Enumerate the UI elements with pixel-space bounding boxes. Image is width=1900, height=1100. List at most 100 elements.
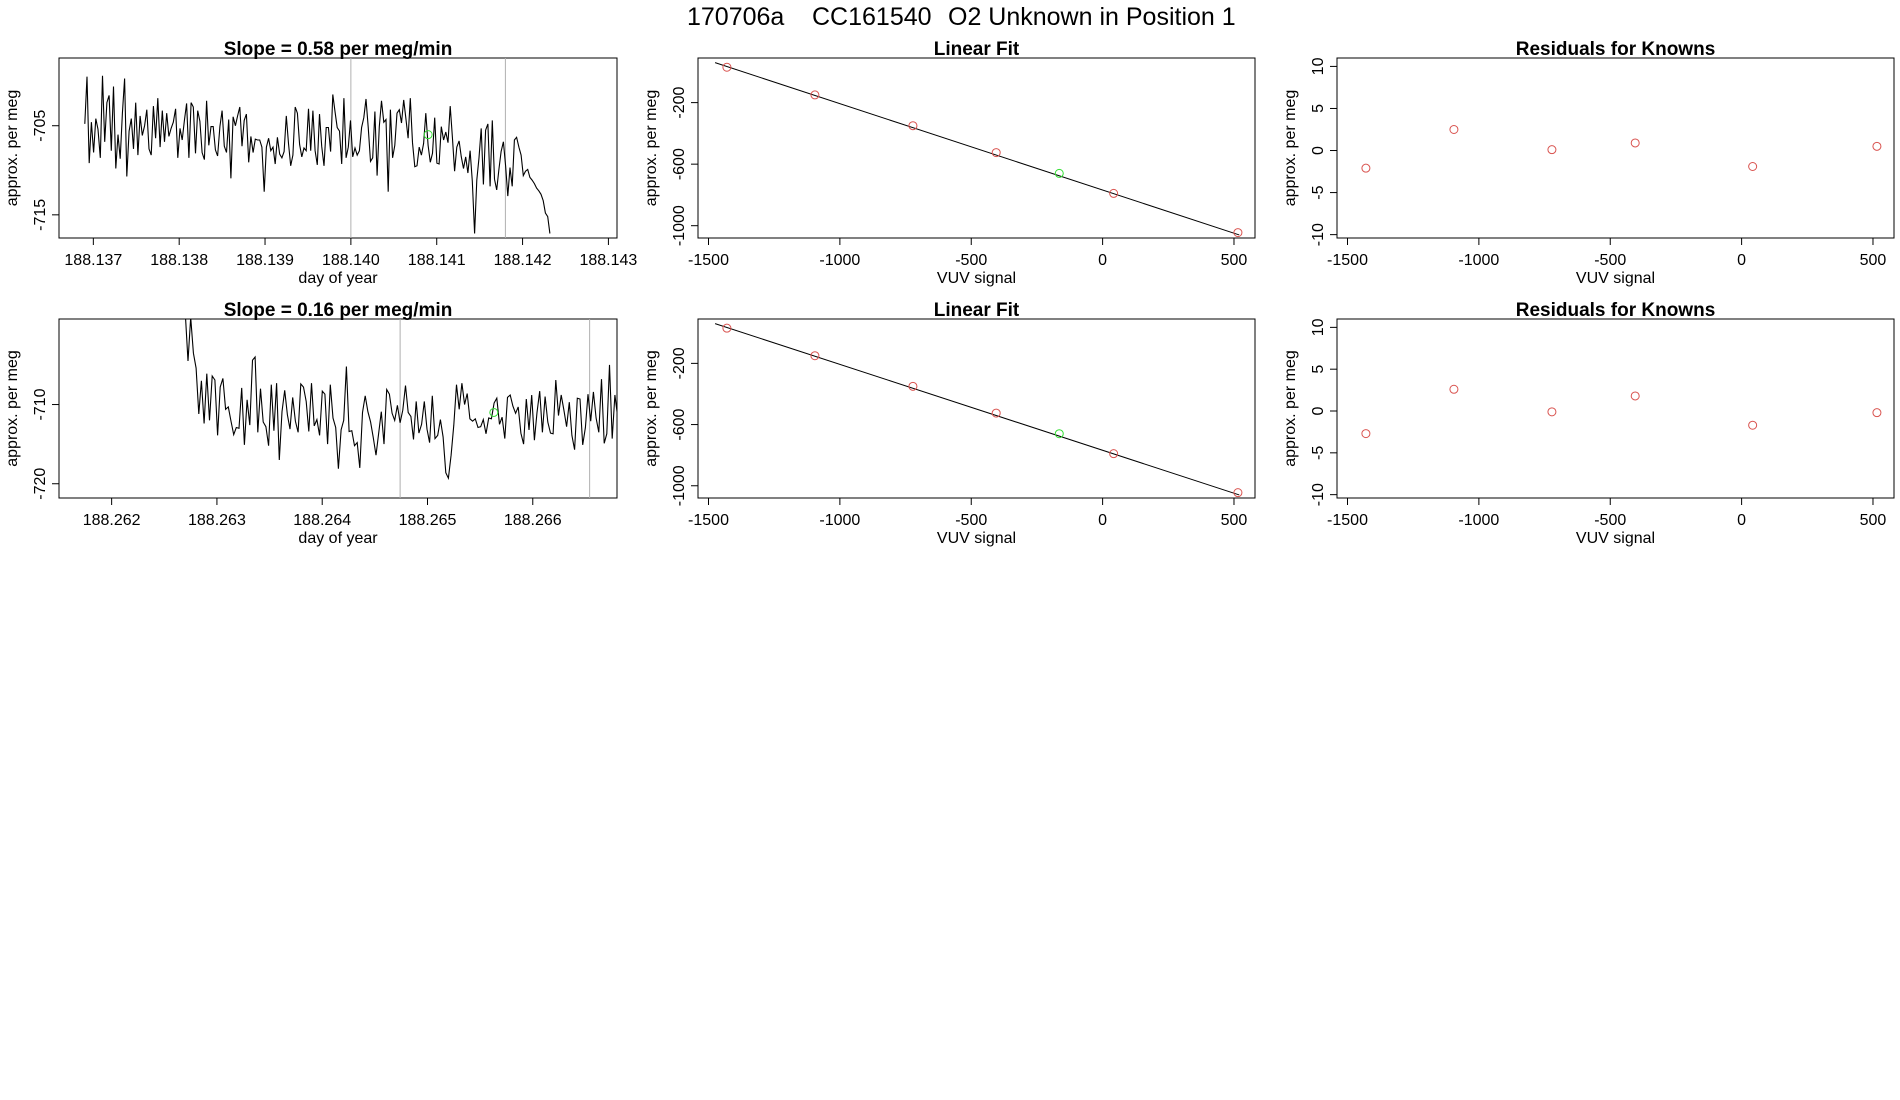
y-tick-label: -10 [1310, 483, 1327, 506]
y-tick-label: 5 [1310, 104, 1327, 113]
plot-frame [697, 57, 1256, 239]
x-tick-label: 188.263 [188, 512, 246, 529]
y-axis-label: approx. per meg [1282, 350, 1299, 467]
y-tick-label: -1000 [671, 465, 688, 506]
known-data-point [1630, 138, 1640, 148]
panel-title: Residuals for Knowns [1516, 300, 1716, 321]
main-title-run-id: 170706a [687, 3, 784, 31]
main-title-tank-id: CC161540 [812, 3, 932, 31]
panel-title: Linear Fit [934, 300, 1020, 321]
x-tick-label: 188.266 [504, 512, 562, 529]
y-tick-label: -200 [671, 87, 688, 119]
y-tick-label: -600 [671, 148, 688, 180]
unknown-marker-point [489, 407, 499, 417]
plot-marks [185, 319, 617, 498]
x-tick-label: -1000 [819, 512, 860, 529]
plot-frame [58, 318, 618, 499]
x-axis-label: VUV signal [1576, 270, 1655, 287]
y-axis-label: approx. per meg [643, 90, 660, 207]
plot-marks [714, 323, 1243, 498]
known-data-point [1449, 124, 1459, 134]
plot-marks [1361, 384, 1882, 439]
known-data-point [991, 148, 1001, 158]
x-tick-label: 188.264 [293, 512, 351, 529]
known-data-point [908, 381, 918, 391]
x-tick-label: -1500 [688, 512, 729, 529]
y-tick-label: -1000 [671, 205, 688, 246]
x-axis-label: VUV signal [937, 530, 1016, 547]
x-axis-label: VUV signal [937, 270, 1016, 287]
y-tick-label: -710 [32, 388, 49, 420]
y-axis-label: approx. per meg [4, 350, 21, 467]
plot-frame [1336, 57, 1895, 239]
plot-marks [84, 58, 551, 238]
panel-title: Linear Fit [934, 39, 1020, 60]
known-data-point [908, 121, 918, 131]
y-tick-label: -705 [32, 110, 49, 142]
x-tick-label: 188.142 [494, 252, 552, 269]
fit-line [714, 62, 1240, 236]
x-tick-label: -500 [1594, 512, 1626, 529]
known-data-point [1449, 384, 1459, 394]
y-axis-label: approx. per meg [643, 350, 660, 467]
plot-frame [697, 318, 1256, 499]
known-data-point [722, 62, 732, 72]
known-data-point [810, 351, 820, 361]
plot-marks [1361, 124, 1882, 173]
panel-row1-residuals: Residuals for Knowns -1500 -1000 -500 0 500 VU… [1282, 39, 1895, 287]
x-tick-label: 500 [1221, 252, 1248, 269]
panel-title: Slope = 0.58 per meg/min [224, 39, 453, 60]
plot-marks [714, 62, 1243, 238]
known-data-point [722, 323, 732, 333]
known-data-point [1233, 488, 1243, 498]
x-tick-label: -1500 [1327, 512, 1368, 529]
known-data-point [1361, 163, 1371, 173]
fit-line [714, 323, 1240, 496]
known-data-point [991, 408, 1001, 418]
panel-row2-residuals: Residuals for Knowns -1500 -1000 -500 0 500 VU… [1282, 300, 1895, 547]
known-data-point [1872, 408, 1882, 418]
unknown-data-point [1054, 168, 1064, 178]
x-tick-label: 500 [1860, 512, 1887, 529]
y-axis-label: approx. per meg [4, 90, 21, 207]
x-tick-label: 188.265 [399, 512, 457, 529]
y-axis-label: approx. per meg [1282, 90, 1299, 207]
x-axis-label: VUV signal [1576, 530, 1655, 547]
known-data-point [1547, 407, 1557, 417]
plot-frame [1336, 318, 1895, 499]
y-tick-label: -200 [671, 347, 688, 379]
x-tick-label: 188.139 [236, 252, 294, 269]
x-tick-label: 188.262 [83, 512, 141, 529]
panel-row1-timeseries: Slope = 0.58 per meg/min 188.137 188.138 18… [4, 39, 637, 287]
x-axis-label: day of year [298, 530, 378, 547]
y-tick-label: 0 [1310, 406, 1327, 415]
y-tick-label: -600 [671, 408, 688, 440]
known-data-point [1109, 188, 1119, 198]
x-tick-label: 188.138 [150, 252, 208, 269]
x-tick-label: -500 [955, 252, 987, 269]
known-data-point [1233, 228, 1243, 238]
x-tick-label: 188.137 [64, 252, 122, 269]
x-tick-label: -1000 [1458, 512, 1499, 529]
panel-title: Residuals for Knowns [1516, 39, 1716, 60]
y-tick-label: 0 [1310, 146, 1327, 155]
y-tick-label: 10 [1310, 318, 1327, 336]
x-tick-label: 500 [1860, 252, 1887, 269]
known-data-point [1109, 449, 1119, 459]
known-data-point [810, 90, 820, 100]
known-data-point [1361, 429, 1371, 439]
x-tick-label: 0 [1098, 512, 1107, 529]
x-tick-label: 0 [1737, 512, 1746, 529]
y-tick-label: 5 [1310, 365, 1327, 374]
x-tick-label: -500 [955, 512, 987, 529]
series-line [185, 319, 617, 481]
series-line [84, 75, 551, 234]
unknown-data-point [1054, 429, 1064, 439]
panel-row2-timeseries: Slope = 0.16 per meg/min 188.262 188.263 18… [4, 300, 618, 547]
x-tick-label: 188.140 [322, 252, 380, 269]
y-tick-label: -10 [1310, 223, 1327, 246]
x-tick-label: -1500 [1327, 252, 1368, 269]
